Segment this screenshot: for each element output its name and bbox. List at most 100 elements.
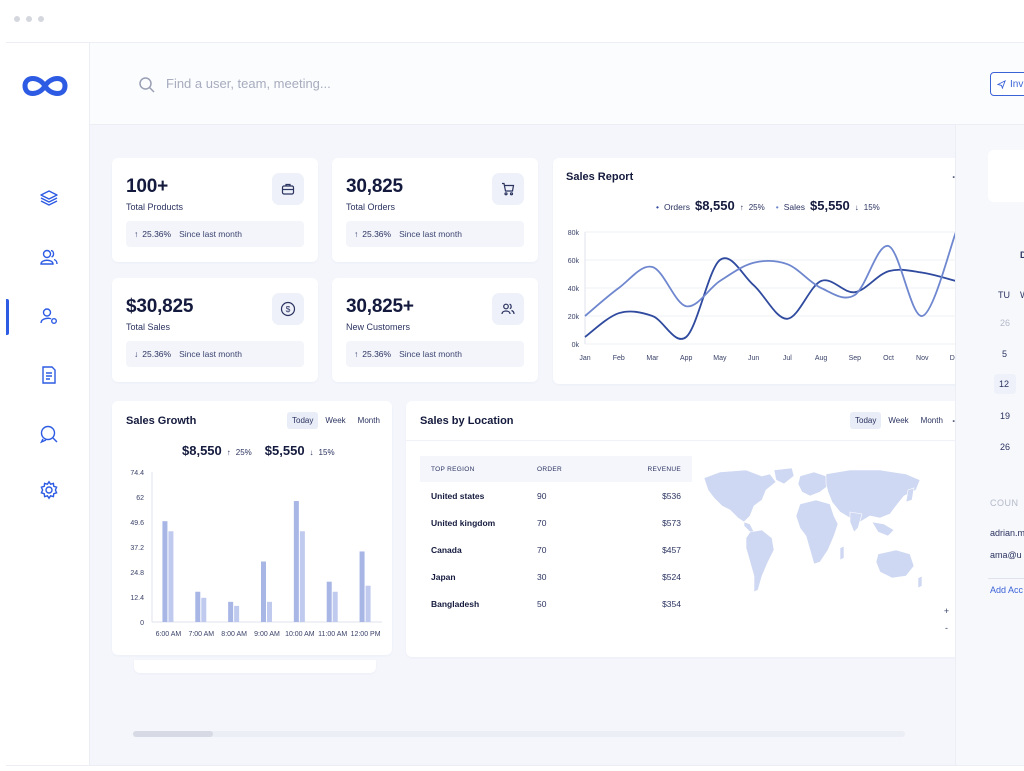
sidebar-item-documents[interactable] — [36, 362, 62, 388]
sidebar-item-settings[interactable] — [36, 477, 62, 503]
sales-growth-bar-chart: 74.4 62 49.6 37.2 24.8 12.4 0 6:00 AM 7:00 AM 8:0… — [130, 470, 382, 638]
tab-today[interactable]: Today — [850, 412, 882, 429]
y-tick-label: 49.6 — [130, 520, 144, 527]
growth-change-2: 15% — [318, 448, 335, 457]
zoom-out-button[interactable]: - — [940, 621, 953, 634]
stat-change: ↑ 25.36% Since last month — [346, 341, 524, 367]
stat-value: 30,825+ — [346, 296, 414, 317]
search-input[interactable] — [166, 72, 566, 94]
y-tick-label: 24.8 — [130, 570, 144, 577]
bar[interactable] — [359, 551, 365, 622]
stat-card-new-customers: 30,825+ New Customers ↑ 25.36% Since las… — [332, 278, 538, 382]
bar[interactable] — [201, 597, 207, 622]
stat-value: 30,825 — [346, 176, 403, 197]
bar[interactable] — [195, 591, 201, 622]
stat-label: Total Sales — [126, 322, 171, 332]
bar[interactable] — [261, 561, 266, 622]
series-line-orders[interactable] — [584, 257, 957, 340]
calendar-fragment: W — [1020, 290, 1024, 300]
bar[interactable] — [234, 605, 240, 622]
layers-icon — [40, 190, 58, 206]
tab-month[interactable]: Month — [920, 416, 943, 425]
sidebar-item-chat[interactable] — [36, 421, 62, 447]
sidebar-item-layers[interactable] — [36, 185, 62, 211]
add-account-link[interactable]: Add Acc — [990, 585, 1024, 595]
bar[interactable] — [365, 585, 371, 622]
sidebar-item-users[interactable] — [36, 244, 62, 270]
arrow-up-icon: ↑ — [354, 349, 359, 359]
growth-value-2: $5,550 — [264, 443, 305, 458]
x-tick-label: 12:00 PM — [351, 631, 381, 638]
y-tick-label: 12.4 — [130, 595, 144, 602]
customers-icon — [492, 293, 524, 325]
bar[interactable] — [326, 581, 332, 622]
location-table: TOP REGION ORDER REVENUE United states 90… — [420, 456, 692, 617]
order-cell: 70 — [537, 517, 547, 528]
calendar-date[interactable]: 26 — [1000, 318, 1011, 328]
revenue-cell: $573 — [662, 517, 681, 528]
document-icon — [42, 366, 56, 384]
stat-value: $30,825 — [126, 296, 194, 317]
map-region-madagascar — [839, 545, 845, 561]
window-dot[interactable] — [14, 16, 20, 22]
arrow-up-icon: ↑ — [134, 229, 139, 239]
infinity-logo-icon[interactable] — [19, 73, 71, 104]
y-tick-label: 74.4 — [130, 470, 144, 477]
table-row[interactable]: Bangladesh 50 $354 — [420, 590, 692, 617]
legend-label-orders: Orders — [663, 202, 690, 212]
tab-month[interactable]: Month — [357, 416, 380, 425]
y-tick-label: 40k — [568, 286, 580, 293]
sales-growth-period-tabs: Today Week Month — [287, 412, 385, 429]
orders-value: $8,550 — [694, 198, 735, 213]
legend-dot: • — [775, 202, 779, 212]
table-row[interactable]: United states 90 $536 — [420, 482, 692, 509]
table-row[interactable]: United kingdom 70 $573 — [420, 509, 692, 536]
stat-change-period: Since last month — [179, 349, 242, 359]
sidebar-item-user-settings[interactable] — [36, 303, 62, 329]
window-dot[interactable] — [26, 16, 32, 22]
x-tick-label: Oct — [883, 355, 894, 362]
map-region-greenland — [773, 467, 795, 485]
revenue-cell: $524 — [662, 571, 681, 582]
location-period-tabs: Today Week Month — [850, 412, 948, 429]
sales-value: $5,550 — [810, 198, 850, 213]
x-tick-label: Sep — [849, 355, 862, 362]
stat-change-period: Since last month — [179, 229, 242, 239]
growth-value-1: $8,550 — [182, 443, 222, 458]
horizontal-scrollbar[interactable] — [133, 731, 905, 737]
map-region-new-zealand — [917, 575, 923, 589]
x-tick-label: Mar — [646, 355, 659, 362]
zoom-in-button[interactable]: + — [940, 604, 953, 617]
stat-change: ↑ 25.36% Since last month — [126, 221, 304, 247]
sales-growth-title: Sales Growth — [126, 415, 197, 427]
calendar-date[interactable]: 5 — [1002, 349, 1008, 359]
user-settings-icon — [40, 308, 57, 324]
table-row[interactable]: Japan 30 $524 — [420, 563, 692, 590]
legend-label-sales: Sales — [783, 202, 805, 212]
tab-week[interactable]: Week — [888, 416, 909, 425]
stat-change-value: 25.36% — [142, 229, 172, 239]
map-region-south-america — [745, 529, 775, 593]
scrollbar-thumb[interactable] — [133, 731, 213, 737]
table-row[interactable]: Canada 70 $457 — [420, 536, 692, 563]
invite-button[interactable]: Invi — [990, 72, 1024, 96]
stat-change-period: Since last month — [399, 349, 462, 359]
calendar-date[interactable]: 19 — [1000, 411, 1011, 421]
world-map[interactable] — [700, 466, 926, 600]
order-cell: 70 — [537, 544, 547, 555]
tab-today[interactable]: Today — [287, 412, 319, 429]
bar[interactable] — [228, 601, 234, 622]
bar[interactable] — [168, 531, 174, 622]
sidebar — [6, 43, 90, 765]
series-line-sales[interactable] — [584, 231, 957, 317]
bar[interactable] — [332, 591, 338, 622]
bar[interactable] — [299, 531, 305, 622]
bar[interactable] — [267, 601, 272, 622]
window-dot[interactable] — [38, 16, 44, 22]
bar[interactable] — [162, 521, 168, 622]
chat-icon — [40, 425, 58, 444]
calendar-date[interactable]: 26 — [1000, 442, 1011, 452]
tab-week[interactable]: Week — [325, 416, 346, 425]
calendar-date-selected[interactable]: 12 — [994, 374, 1016, 394]
bar[interactable] — [293, 501, 299, 622]
